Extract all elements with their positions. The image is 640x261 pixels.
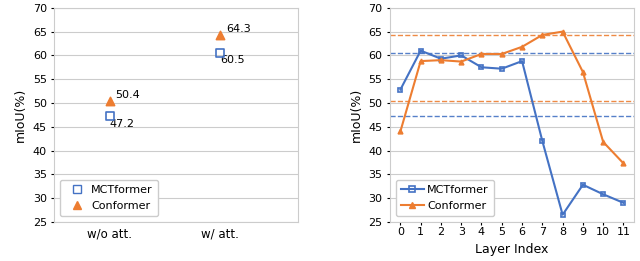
Text: 60.5: 60.5 (220, 55, 245, 66)
MCTformer (437, 57, 445, 60)
MCTformer (498, 67, 506, 70)
Y-axis label: mIoU(%): mIoU(%) (350, 88, 363, 142)
Conformer (458, 60, 465, 63)
Conformer (620, 162, 627, 165)
MCTformer (559, 213, 566, 216)
Conformer (437, 58, 445, 62)
Point (215, 33, 225, 37)
Conformer (477, 52, 485, 56)
MCTformer (579, 183, 587, 186)
MCTformer (397, 88, 404, 91)
Line: Conformer: Conformer (398, 29, 626, 166)
Conformer (417, 60, 424, 63)
MCTformer (518, 60, 526, 63)
Conformer (397, 130, 404, 133)
Conformer (498, 52, 506, 56)
Legend: MCTformer, Conformer: MCTformer, Conformer (396, 180, 494, 216)
MCTformer (477, 66, 485, 69)
Text: 64.3: 64.3 (226, 23, 251, 33)
Legend: MCTformer, Conformer: MCTformer, Conformer (60, 180, 158, 216)
X-axis label: Layer Index: Layer Index (476, 243, 548, 256)
Conformer (538, 33, 546, 37)
Point (215, 51, 225, 55)
MCTformer (538, 139, 546, 143)
Text: 50.4: 50.4 (115, 90, 140, 100)
Conformer (579, 70, 587, 74)
Point (104, 114, 115, 118)
Y-axis label: mIoU(%): mIoU(%) (14, 88, 27, 142)
MCTformer (599, 193, 607, 196)
Point (104, 99, 115, 103)
Conformer (599, 140, 607, 144)
MCTformer (417, 49, 424, 52)
Conformer (518, 45, 526, 48)
Line: MCTformer: MCTformer (398, 48, 626, 217)
Conformer (559, 30, 566, 33)
MCTformer (458, 54, 465, 57)
Text: 47.2: 47.2 (109, 119, 134, 129)
MCTformer (620, 201, 627, 204)
